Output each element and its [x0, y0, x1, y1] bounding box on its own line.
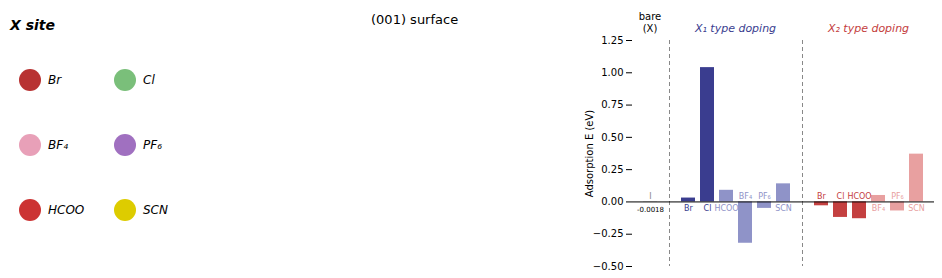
- svg-text:Br: Br: [817, 192, 826, 201]
- svg-text:HCOO: HCOO: [714, 204, 738, 213]
- svg-text:(X): (X): [643, 23, 658, 34]
- svg-text:Cl: Cl: [704, 204, 712, 213]
- svg-text:PF₆: PF₆: [758, 192, 771, 201]
- svg-text:0.00: 0.00: [601, 196, 623, 207]
- svg-text:0.25: 0.25: [601, 164, 623, 175]
- svg-text:1.25: 1.25: [601, 35, 623, 46]
- svg-text:BF₄: BF₄: [739, 192, 752, 201]
- svg-text:(001) surface: (001) surface: [371, 12, 458, 27]
- svg-text:SCN: SCN: [775, 204, 792, 213]
- svg-text:SCN: SCN: [143, 203, 168, 217]
- svg-text:HCOO: HCOO: [48, 203, 84, 217]
- svg-text:Adsorption E (eV): Adsorption E (eV): [584, 110, 595, 198]
- svg-text:PF₆: PF₆: [143, 138, 162, 152]
- svg-text:Cl: Cl: [143, 73, 155, 87]
- svg-text:Br: Br: [48, 73, 62, 87]
- svg-text:Cl: Cl: [837, 192, 845, 201]
- svg-text:I: I: [649, 192, 651, 201]
- svg-text:0.75: 0.75: [601, 99, 623, 110]
- svg-text:BF₄: BF₄: [48, 138, 68, 152]
- svg-text:X₂ type doping: X₂ type doping: [827, 22, 909, 35]
- svg-text:HCOO: HCOO: [847, 192, 871, 201]
- svg-text:X site: X site: [9, 17, 55, 33]
- svg-text:−0.50: −0.50: [593, 261, 624, 272]
- svg-text:X₁ type doping: X₁ type doping: [694, 22, 776, 35]
- svg-text:SCN: SCN: [908, 204, 925, 213]
- svg-text:-0.0018: -0.0018: [637, 206, 664, 214]
- svg-text:PF₆: PF₆: [891, 192, 904, 201]
- svg-text:−0.25: −0.25: [593, 228, 624, 239]
- svg-text:BF₄: BF₄: [872, 204, 885, 213]
- svg-text:Br: Br: [684, 204, 693, 213]
- svg-text:1.00: 1.00: [601, 67, 623, 78]
- svg-text:bare: bare: [639, 11, 662, 22]
- svg-text:0.50: 0.50: [601, 132, 623, 143]
